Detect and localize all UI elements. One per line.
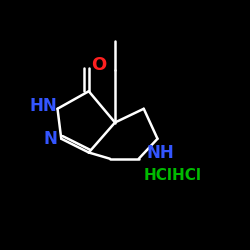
Text: HClHCl: HClHCl [144,168,202,182]
Text: N: N [43,130,57,148]
Text: O: O [91,56,106,74]
Text: NH: NH [146,144,174,162]
Text: HN: HN [30,97,58,115]
